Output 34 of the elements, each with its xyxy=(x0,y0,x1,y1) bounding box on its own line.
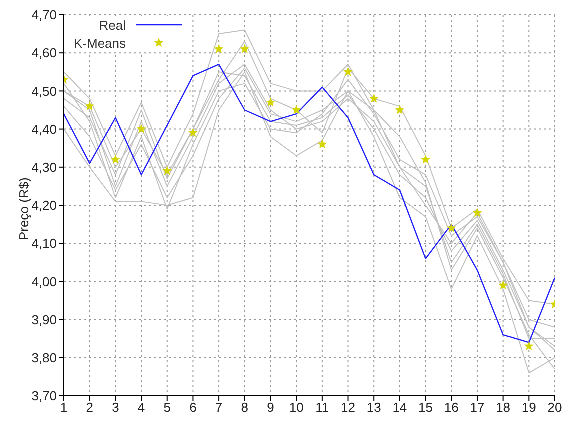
x-tick-label: 17 xyxy=(470,400,485,416)
x-tick-label: 1 xyxy=(60,400,68,416)
x-tick-label: 3 xyxy=(112,400,120,416)
x-tick-label: 14 xyxy=(392,400,408,416)
x-tick-label: 13 xyxy=(366,400,382,416)
x-tick-label: 10 xyxy=(289,400,304,416)
x-tick-label: 11 xyxy=(316,400,330,416)
y-tick-label: 4,40 xyxy=(32,122,57,137)
y-tick-label: 4,10 xyxy=(32,236,57,252)
x-tick-label: 4 xyxy=(138,400,146,416)
y-tick-label: 4,60 xyxy=(32,46,57,61)
y-tick-label: 4,20 xyxy=(32,198,57,214)
x-tick-label: 19 xyxy=(522,400,536,416)
x-tick-label: 15 xyxy=(418,400,434,416)
y-tick-label: 3,80 xyxy=(32,350,57,366)
x-tick-label: 6 xyxy=(190,400,197,416)
legend-label: K-Means xyxy=(74,36,126,50)
x-tick-label: 7 xyxy=(215,400,223,416)
x-tick-label: 20 xyxy=(548,400,562,416)
x-tick-label: 12 xyxy=(341,400,356,416)
x-tick-label: 2 xyxy=(86,400,94,416)
y-tick-label: 3,90 xyxy=(32,312,57,328)
y-tick-label: 4,70 xyxy=(32,8,57,23)
x-tick-label: 8 xyxy=(241,400,249,416)
x-tick-label: 18 xyxy=(496,400,511,416)
x-tick-label: 9 xyxy=(267,400,274,416)
y-axis-title: Preço (R$) xyxy=(16,178,32,240)
legend-label: Real xyxy=(99,18,126,32)
y-tick-label: 4,50 xyxy=(32,84,57,99)
x-tick-label: 5 xyxy=(164,400,171,416)
y-tick-label: 4,00 xyxy=(32,274,57,290)
y-tick-label: 3,70 xyxy=(32,388,57,404)
x-tick-label: 16 xyxy=(444,400,459,416)
y-tick-label: 4,30 xyxy=(32,160,57,176)
